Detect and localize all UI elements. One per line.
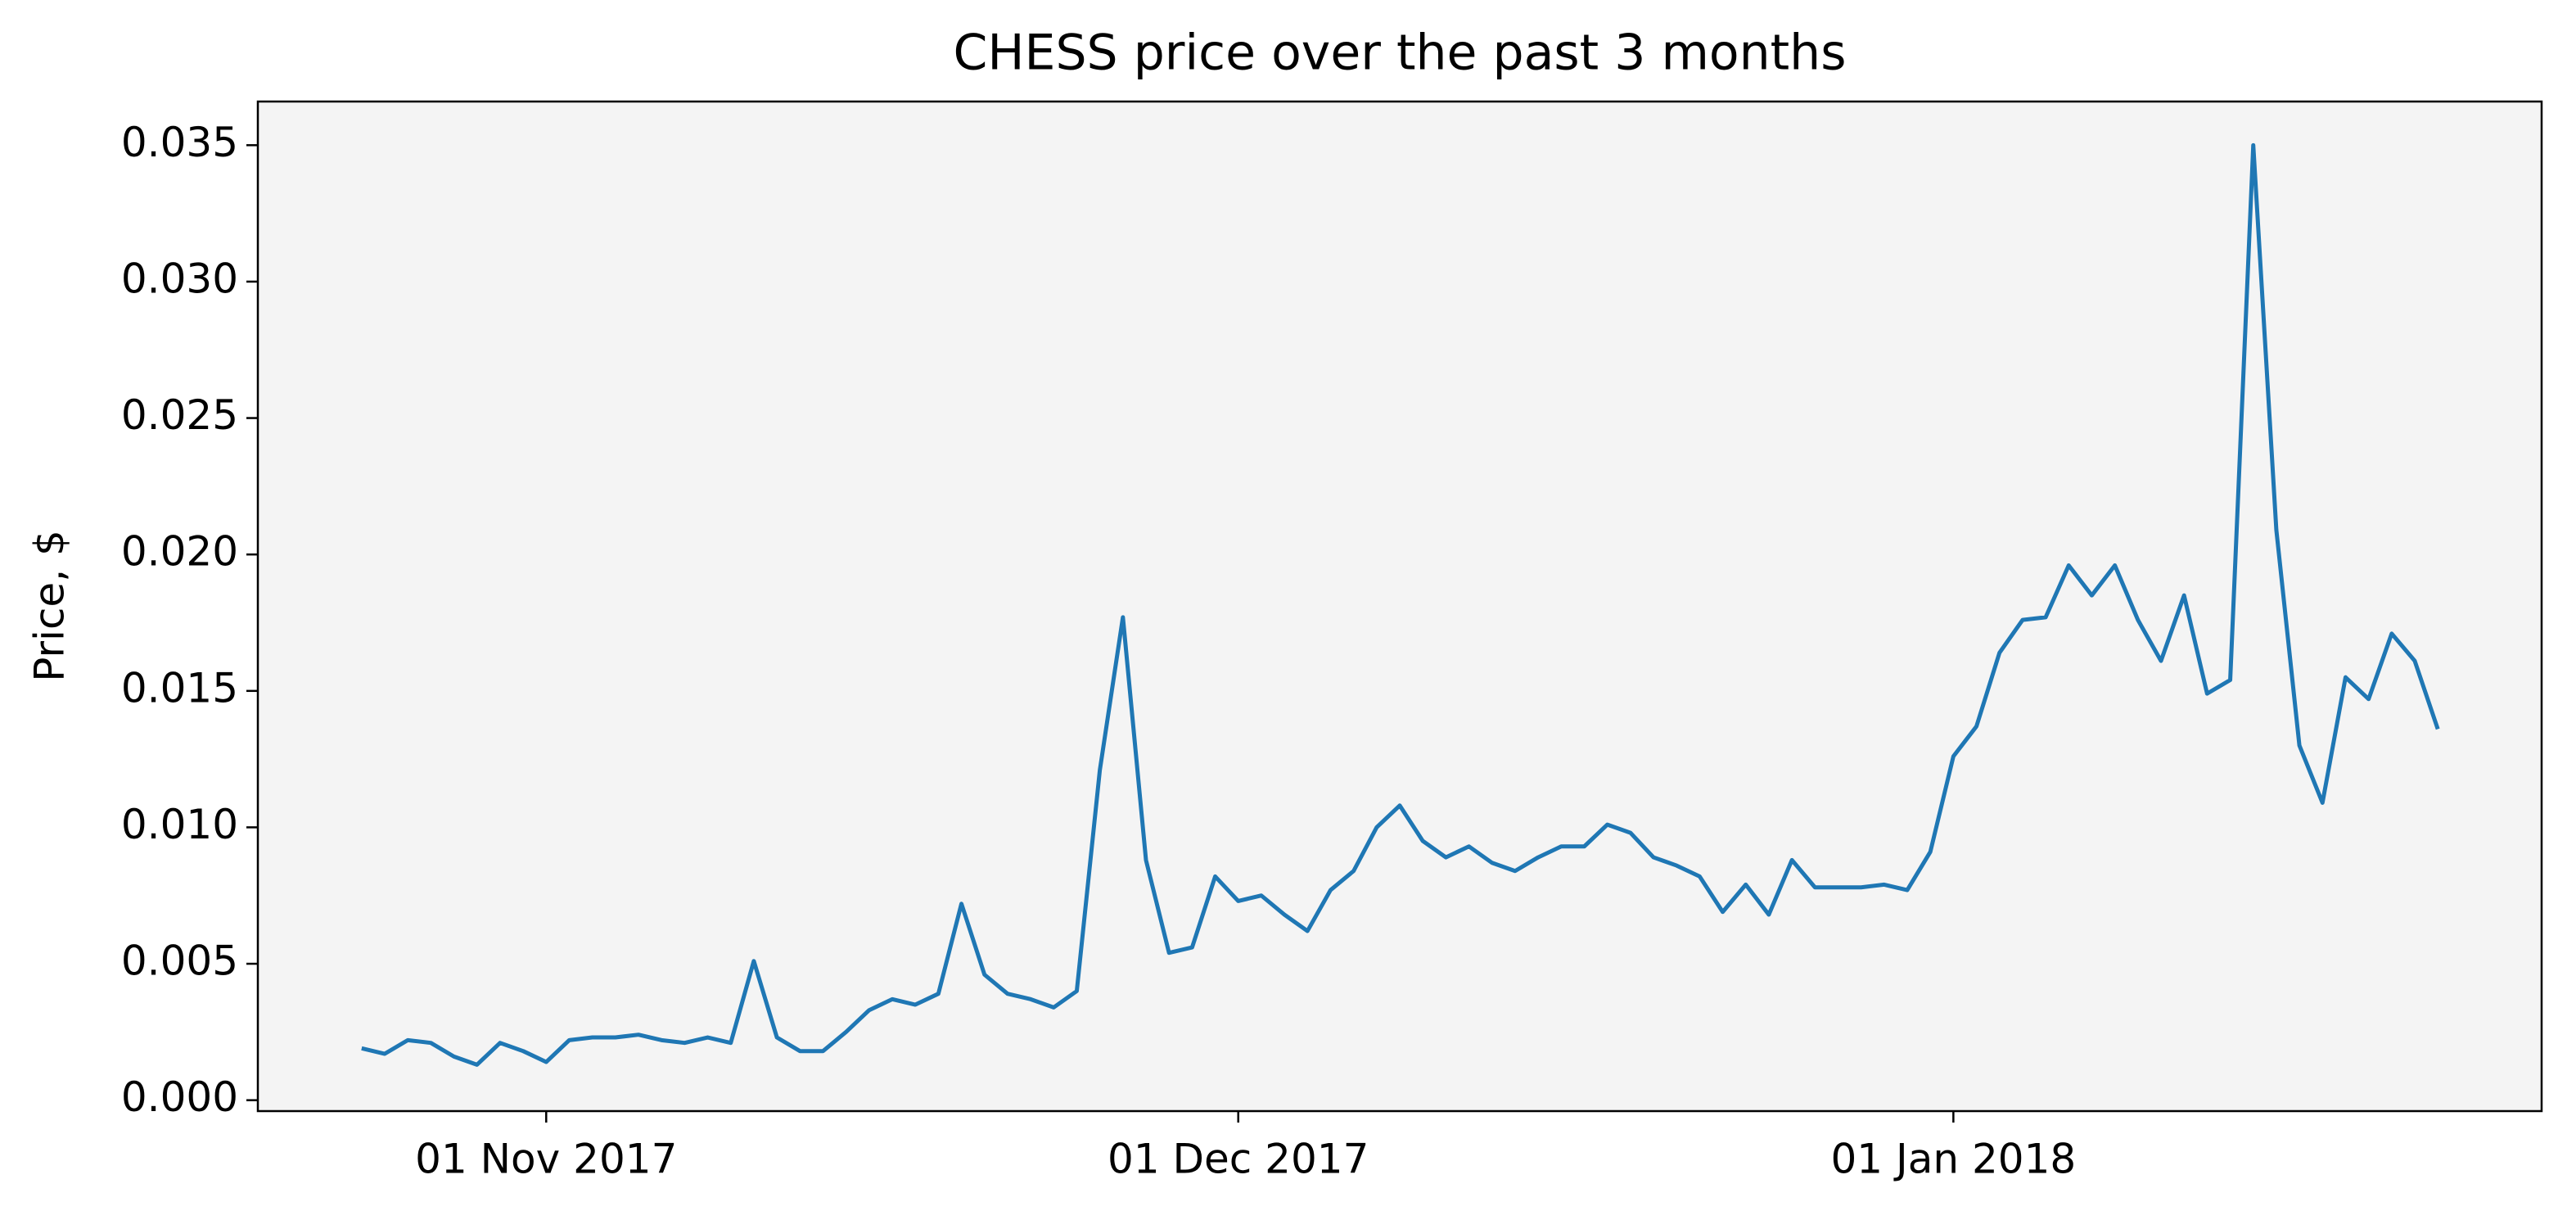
y-tick-label: 0.015	[121, 664, 238, 712]
x-tick-label: 01 Jan 2018	[1830, 1136, 2076, 1183]
y-axis-label: Price, $	[26, 530, 74, 682]
y-tick-label: 0.000	[121, 1073, 238, 1121]
x-tick-label: 01 Nov 2017	[415, 1136, 677, 1183]
y-tick-label: 0.005	[121, 938, 238, 985]
y-tick-label: 0.010	[121, 801, 238, 848]
chart-title: CHESS price over the past 3 months	[954, 25, 1847, 82]
price-line	[361, 142, 2440, 1067]
y-tick-label: 0.030	[121, 255, 238, 302]
y-tick-label: 0.025	[121, 391, 238, 439]
plot-frame	[256, 100, 2543, 1113]
y-tick-label: 0.035	[121, 119, 238, 166]
x-tick-label: 01 Dec 2017	[1108, 1136, 1369, 1183]
plot-area	[258, 102, 2542, 1111]
y-tick-label: 0.020	[121, 528, 238, 576]
